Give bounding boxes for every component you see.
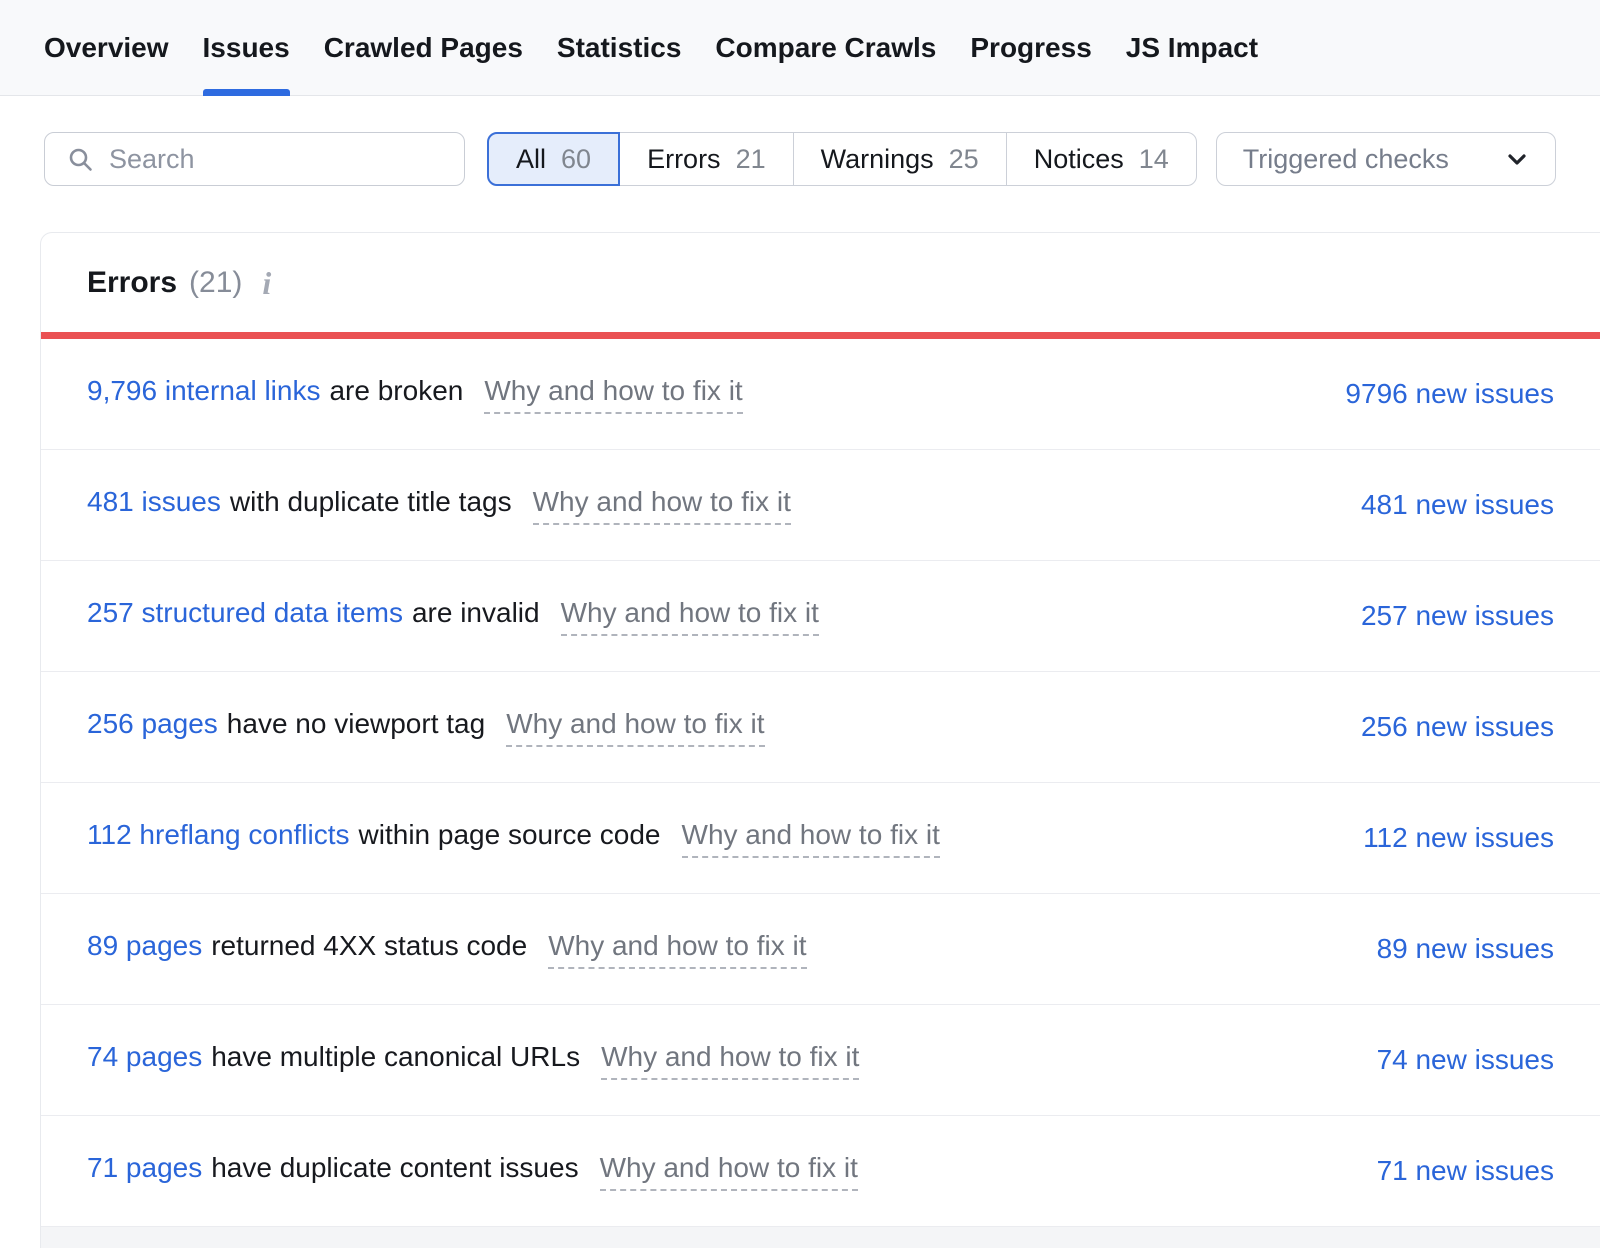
tab-statistics[interactable]: Statistics [557, 0, 682, 95]
filter-count: 60 [561, 143, 592, 174]
tab-issues[interactable]: Issues [202, 0, 290, 96]
new-issues-link[interactable]: 257 new issues [1360, 600, 1554, 631]
new-issues-link[interactable]: 112 new issues [1363, 822, 1554, 853]
error-row: 71 pages have duplicate content issues W… [41, 1116, 1600, 1227]
chevron-down-icon [1508, 154, 1526, 165]
issue-description: 89 pages returned 4XX status code Why an… [87, 930, 807, 969]
issue-link[interactable]: 256 pages [87, 707, 218, 739]
why-how-to-fix-link[interactable]: Why and how to fix it [601, 1041, 860, 1080]
severity-filter-group: All 60 Errors 21 Warnings 25 Notices 14 [487, 132, 1197, 186]
issue-link[interactable]: 9,796 internal links [87, 374, 321, 406]
dropdown-label: Triggered checks [1242, 143, 1449, 174]
issue-link[interactable]: 89 pages [87, 929, 203, 961]
issue-text: have duplicate content issues [211, 1151, 579, 1183]
filter-label: All [516, 143, 547, 174]
tab-label: Issues [202, 31, 290, 63]
issue-text: within page source code [358, 818, 661, 850]
why-how-to-fix-link[interactable]: Why and how to fix it [599, 1152, 858, 1191]
tab-js-impact[interactable]: JS Impact [1126, 0, 1258, 95]
error-row: 112 hreflang conflicts within page sourc… [41, 783, 1600, 894]
error-row: 256 pages have no viewport tag Why and h… [41, 672, 1600, 783]
new-issues-link[interactable]: 481 new issues [1360, 489, 1554, 520]
issue-link[interactable]: 112 hreflang conflicts [87, 818, 350, 850]
tab-progress[interactable]: Progress [970, 0, 1091, 95]
why-how-to-fix-link[interactable]: Why and how to fix it [560, 597, 819, 636]
new-issues-link[interactable]: 71 new issues [1376, 1155, 1554, 1186]
filter-errors[interactable]: Errors 21 [619, 132, 794, 186]
info-icon[interactable]: i [262, 264, 272, 301]
site-audit-tab-bar: Overview Issues Crawled Pages Statistics… [0, 0, 1600, 96]
new-issues-link[interactable]: 89 new issues [1376, 933, 1554, 964]
error-row: 9,796 internal links are broken Why and … [41, 339, 1600, 450]
issue-text: with duplicate title tags [229, 485, 512, 517]
section-title: Errors [87, 265, 178, 299]
why-how-to-fix-link[interactable]: Why and how to fix it [506, 708, 765, 747]
next-row-partial [41, 1227, 1600, 1248]
search-icon [69, 148, 92, 171]
tab-label: JS Impact [1125, 31, 1259, 63]
why-how-to-fix-link[interactable]: Why and how to fix it [548, 930, 807, 969]
issue-text: have multiple canonical URLs [211, 1040, 581, 1072]
filter-warnings[interactable]: Warnings 25 [792, 132, 1007, 186]
new-issues-link[interactable]: 74 new issues [1376, 1044, 1554, 1075]
errors-card: Errors (21) i 9,796 internal links are b… [40, 232, 1600, 1248]
issue-description: 9,796 internal links are broken Why and … [87, 375, 743, 414]
filter-label: Warnings [820, 143, 934, 174]
tab-label: Statistics [556, 31, 682, 63]
tab-overview[interactable]: Overview [44, 0, 169, 95]
errors-severity-bar [41, 332, 1600, 339]
triggered-checks-dropdown[interactable]: Triggered checks [1215, 132, 1556, 186]
issue-description: 257 structured data items are invalid Wh… [87, 597, 819, 636]
tab-label: Crawled Pages [323, 31, 523, 63]
issue-text: are invalid [411, 596, 540, 628]
filter-count: 25 [948, 143, 979, 174]
filter-count: 21 [735, 143, 766, 174]
issue-text: returned 4XX status code [211, 929, 528, 961]
error-row: 257 structured data items are invalid Wh… [41, 561, 1600, 672]
why-how-to-fix-link[interactable]: Why and how to fix it [532, 486, 791, 525]
filter-label: Notices [1033, 143, 1124, 174]
error-row: 74 pages have multiple canonical URLs Wh… [41, 1005, 1600, 1116]
errors-card-header: Errors (21) i [41, 233, 1600, 332]
issue-description: 256 pages have no viewport tag Why and h… [87, 708, 765, 747]
error-row: 481 issues with duplicate title tags Why… [41, 450, 1600, 561]
issue-description: 481 issues with duplicate title tags Why… [87, 486, 791, 525]
issues-toolbar: All 60 Errors 21 Warnings 25 Notices 14 … [0, 132, 1600, 186]
issue-description: 74 pages have multiple canonical URLs Wh… [87, 1040, 860, 1080]
error-row: 89 pages returned 4XX status code Why an… [41, 894, 1600, 1005]
tab-compare-crawls[interactable]: Compare Crawls [715, 0, 936, 95]
section-count: (21) [189, 265, 243, 299]
filter-notices[interactable]: Notices 14 [1005, 132, 1197, 186]
issue-link[interactable]: 74 pages [87, 1040, 203, 1072]
tab-crawled-pages[interactable]: Crawled Pages [324, 0, 523, 95]
issue-text: have no viewport tag [226, 707, 486, 739]
new-issues-link[interactable]: 256 new issues [1360, 711, 1554, 742]
filter-count: 14 [1138, 143, 1169, 174]
issue-description: 71 pages have duplicate content issues W… [87, 1152, 858, 1191]
issue-link[interactable]: 71 pages [87, 1151, 203, 1183]
search-input[interactable] [109, 143, 464, 175]
issue-link[interactable]: 257 structured data items [87, 596, 403, 628]
tab-label: Compare Crawls [715, 31, 937, 63]
search-box [44, 132, 465, 186]
issue-text: are broken [329, 374, 464, 406]
why-how-to-fix-link[interactable]: Why and how to fix it [484, 375, 743, 414]
filter-label: Errors [647, 143, 721, 174]
issue-link[interactable]: 481 issues [87, 485, 221, 517]
active-tab-indicator [202, 89, 290, 96]
tab-label: Overview [44, 31, 169, 63]
filter-all[interactable]: All 60 [487, 132, 621, 186]
tab-label: Progress [970, 31, 1092, 63]
why-how-to-fix-link[interactable]: Why and how to fix it [681, 819, 940, 858]
issue-description: 112 hreflang conflicts within page sourc… [87, 819, 940, 858]
new-issues-link[interactable]: 9796 new issues [1345, 378, 1554, 409]
